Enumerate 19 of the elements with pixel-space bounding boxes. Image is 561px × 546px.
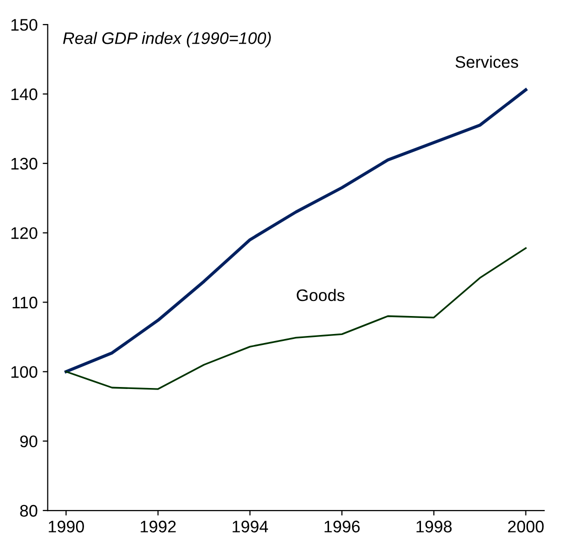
x-tick-label: 1996 bbox=[324, 520, 360, 532]
line-series bbox=[65, 247, 527, 390]
y-tick-label: 120 bbox=[11, 227, 38, 240]
series-label: Services bbox=[456, 56, 518, 68]
y-tick-label: 150 bbox=[11, 18, 38, 31]
y-tick-label: 110 bbox=[12, 296, 38, 308]
series-label: Goods bbox=[296, 288, 344, 302]
line-series bbox=[64, 88, 528, 374]
y-tick-label: 90 bbox=[20, 435, 38, 448]
y-tick-label: 130 bbox=[11, 158, 38, 170]
x-tick-label: 2000 bbox=[508, 520, 544, 532]
chart-title: Real GDP index (1990=100) bbox=[63, 32, 271, 48]
y-tick-label: 80 bbox=[20, 504, 38, 517]
y-tick-label: 140 bbox=[11, 88, 38, 100]
x-tick-label: 1990 bbox=[48, 520, 84, 532]
x-tick-label: 1998 bbox=[416, 520, 452, 532]
x-tick-label: 1992 bbox=[140, 520, 176, 532]
x-tick-label: 1994 bbox=[232, 520, 268, 532]
y-tick-label: 100 bbox=[11, 366, 38, 378]
